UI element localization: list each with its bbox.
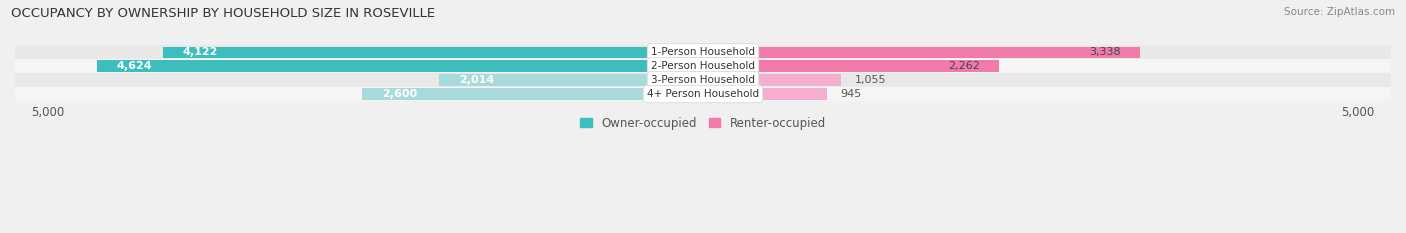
Bar [703,74,841,86]
Bar [703,61,1000,72]
Text: 4,624: 4,624 [117,61,152,71]
Text: 2,600: 2,600 [382,89,418,99]
Bar [703,88,827,100]
Bar [163,47,703,58]
Text: 1,055: 1,055 [855,75,886,85]
Text: 4+ Person Household: 4+ Person Household [647,89,759,99]
Bar [97,61,703,72]
Text: 2,014: 2,014 [458,75,494,85]
Text: OCCUPANCY BY OWNERSHIP BY HOUSEHOLD SIZE IN ROSEVILLE: OCCUPANCY BY OWNERSHIP BY HOUSEHOLD SIZE… [11,7,436,20]
Text: 2,262: 2,262 [948,61,980,71]
Bar [15,73,1391,87]
Legend: Owner-occupied, Renter-occupied: Owner-occupied, Renter-occupied [579,117,827,130]
Bar [439,74,703,86]
Text: 4,122: 4,122 [183,47,218,57]
Text: Source: ZipAtlas.com: Source: ZipAtlas.com [1284,7,1395,17]
Text: 3-Person Household: 3-Person Household [651,75,755,85]
Text: 3,338: 3,338 [1090,47,1121,57]
Text: 945: 945 [839,89,862,99]
Bar [363,88,703,100]
Bar [15,59,1391,73]
Bar [15,45,1391,59]
Text: 1-Person Household: 1-Person Household [651,47,755,57]
Text: 2-Person Household: 2-Person Household [651,61,755,71]
Bar [15,87,1391,101]
Bar [703,47,1140,58]
